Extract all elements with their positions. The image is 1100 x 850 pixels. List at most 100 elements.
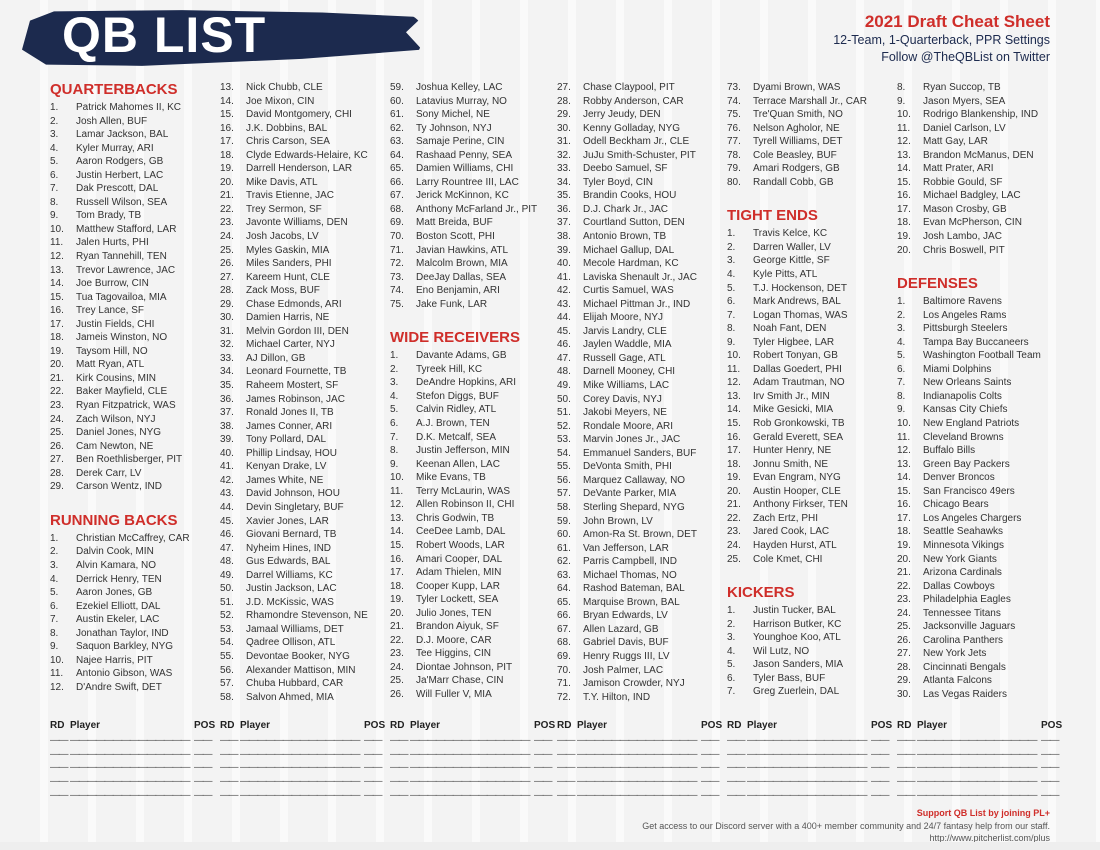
rd-blank[interactable]: —— (727, 789, 746, 801)
pos-blank[interactable]: —— (1041, 748, 1060, 760)
tracker-blank-row[interactable]: —— —————————————— —— (557, 776, 725, 790)
rd-blank[interactable]: —— (727, 748, 746, 760)
rd-blank[interactable]: —— (727, 776, 746, 788)
pos-blank[interactable]: —— (364, 762, 383, 774)
rd-blank[interactable]: —— (557, 735, 576, 746)
pos-blank[interactable]: —— (701, 735, 720, 746)
tracker-blank-row[interactable]: —— —————————————— —— (50, 749, 218, 763)
player-blank[interactable]: —————————————— (70, 735, 191, 746)
tracker-blank-row[interactable]: —— —————————————— —— (897, 749, 1065, 763)
player-blank[interactable]: —————————————— (577, 762, 698, 774)
player-blank[interactable]: —————————————— (410, 748, 531, 760)
rd-blank[interactable]: —— (50, 762, 69, 774)
pos-blank[interactable]: —— (701, 776, 720, 788)
player-blank[interactable]: —————————————— (70, 762, 191, 774)
rd-blank[interactable]: —— (557, 748, 576, 760)
player-blank[interactable]: —————————————— (240, 762, 361, 774)
rd-blank[interactable]: —— (50, 748, 69, 760)
tracker-blank-row[interactable]: —— —————————————— —— (557, 762, 725, 776)
pos-blank[interactable]: —— (534, 776, 553, 788)
pos-blank[interactable]: —— (364, 789, 383, 801)
player-blank[interactable]: —————————————— (240, 748, 361, 760)
pos-blank[interactable]: —— (364, 735, 383, 746)
pos-blank[interactable]: —— (1041, 762, 1060, 774)
tracker-blank-row[interactable]: —— —————————————— —— (390, 790, 558, 804)
pos-blank[interactable]: —— (534, 735, 553, 746)
tracker-blank-row[interactable]: —— —————————————— —— (220, 762, 388, 776)
pos-blank[interactable]: —— (534, 748, 553, 760)
pos-blank[interactable]: —— (701, 748, 720, 760)
pos-blank[interactable]: —— (871, 748, 890, 760)
rd-blank[interactable]: —— (727, 762, 746, 774)
pos-blank[interactable]: —— (1041, 776, 1060, 788)
pos-blank[interactable]: —— (364, 776, 383, 788)
tracker-blank-row[interactable]: —— —————————————— —— (897, 776, 1065, 790)
tracker-blank-row[interactable]: —— —————————————— —— (557, 749, 725, 763)
tracker-blank-row[interactable]: —— —————————————— —— (727, 776, 895, 790)
pos-blank[interactable]: —— (194, 762, 213, 774)
rd-blank[interactable]: —— (220, 748, 239, 760)
rd-blank[interactable]: —— (50, 776, 69, 788)
tracker-blank-row[interactable]: —— —————————————— —— (220, 749, 388, 763)
player-blank[interactable]: —————————————— (410, 762, 531, 774)
rd-blank[interactable]: —— (50, 789, 69, 801)
tracker-blank-row[interactable]: —— —————————————— —— (220, 790, 388, 804)
rd-blank[interactable]: —— (897, 748, 916, 760)
tracker-blank-row[interactable]: —— —————————————— —— (390, 762, 558, 776)
rd-blank[interactable]: —— (727, 735, 746, 746)
player-blank[interactable]: —————————————— (410, 789, 531, 801)
player-blank[interactable]: —————————————— (70, 789, 191, 801)
player-blank[interactable]: —————————————— (410, 776, 531, 788)
player-blank[interactable]: —————————————— (917, 789, 1038, 801)
rd-blank[interactable]: —— (897, 776, 916, 788)
pos-blank[interactable]: —— (194, 748, 213, 760)
pos-blank[interactable]: —— (701, 789, 720, 801)
tracker-blank-row[interactable]: —— —————————————— —— (390, 749, 558, 763)
tracker-blank-row[interactable]: —— —————————————— —— (897, 762, 1065, 776)
rd-blank[interactable]: —— (897, 762, 916, 774)
pos-blank[interactable]: —— (701, 762, 720, 774)
tracker-blank-row[interactable]: —— —————————————— —— (727, 762, 895, 776)
rd-blank[interactable]: —— (390, 748, 409, 760)
pos-blank[interactable]: —— (194, 789, 213, 801)
pos-blank[interactable]: —— (364, 748, 383, 760)
player-blank[interactable]: —————————————— (917, 735, 1038, 746)
pos-blank[interactable]: —— (534, 789, 553, 801)
tracker-blank-row[interactable]: —— —————————————— —— (897, 735, 1065, 749)
rd-blank[interactable]: —— (50, 735, 69, 746)
rd-blank[interactable]: —— (557, 776, 576, 788)
rd-blank[interactable]: —— (897, 789, 916, 801)
tracker-blank-row[interactable]: —— —————————————— —— (727, 749, 895, 763)
tracker-blank-row[interactable]: —— —————————————— —— (390, 776, 558, 790)
player-blank[interactable]: —————————————— (917, 748, 1038, 760)
player-blank[interactable]: —————————————— (240, 789, 361, 801)
tracker-blank-row[interactable]: —— —————————————— —— (50, 762, 218, 776)
tracker-blank-row[interactable]: —— —————————————— —— (220, 776, 388, 790)
player-blank[interactable]: —————————————— (577, 748, 698, 760)
footer-url[interactable]: http://www.pitcherlist.com/plus (929, 833, 1050, 843)
tracker-blank-row[interactable]: —— —————————————— —— (390, 735, 558, 749)
player-blank[interactable]: —————————————— (70, 776, 191, 788)
pos-blank[interactable]: —— (194, 735, 213, 746)
player-blank[interactable]: —————————————— (747, 735, 868, 746)
player-blank[interactable]: —————————————— (577, 735, 698, 746)
rd-blank[interactable]: —— (390, 735, 409, 746)
rd-blank[interactable]: —— (897, 735, 916, 746)
player-blank[interactable]: —————————————— (577, 789, 698, 801)
pos-blank[interactable]: —— (871, 735, 890, 746)
rd-blank[interactable]: —— (220, 789, 239, 801)
rd-blank[interactable]: —— (220, 762, 239, 774)
pos-blank[interactable]: —— (194, 776, 213, 788)
pos-blank[interactable]: —— (1041, 789, 1060, 801)
pos-blank[interactable]: —— (871, 762, 890, 774)
tracker-blank-row[interactable]: —— —————————————— —— (50, 790, 218, 804)
support-link[interactable]: Support QB List by joining PL+ (916, 808, 1050, 818)
player-blank[interactable]: —————————————— (410, 735, 531, 746)
pos-blank[interactable]: —— (1041, 735, 1060, 746)
player-blank[interactable]: —————————————— (240, 735, 361, 746)
tracker-blank-row[interactable]: —— —————————————— —— (557, 735, 725, 749)
rd-blank[interactable]: —— (390, 762, 409, 774)
tracker-blank-row[interactable]: —— —————————————— —— (557, 790, 725, 804)
tracker-blank-row[interactable]: —— —————————————— —— (50, 735, 218, 749)
pos-blank[interactable]: —— (871, 776, 890, 788)
